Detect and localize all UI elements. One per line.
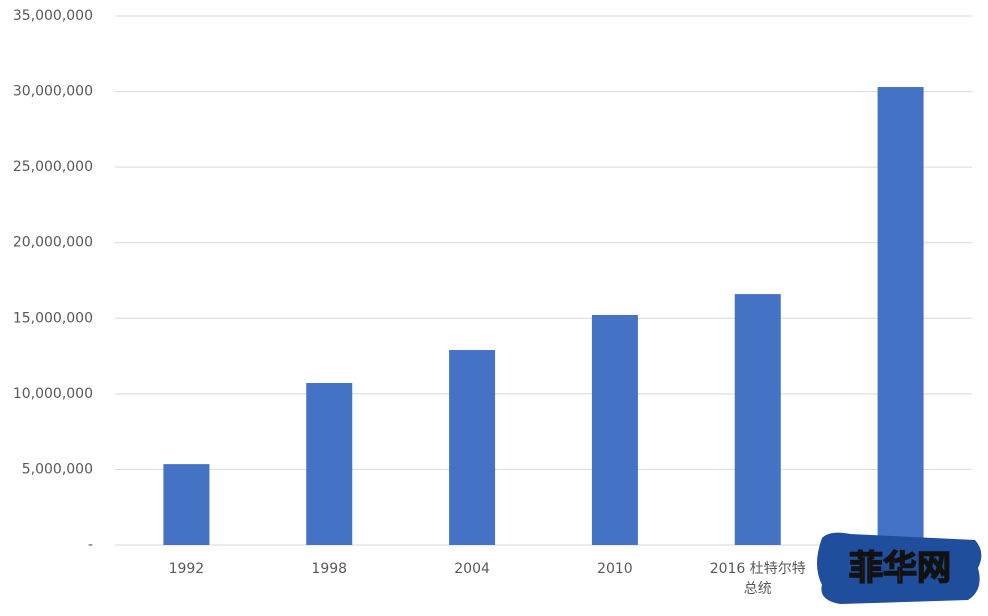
x-tick-label: 1992	[168, 561, 205, 577]
bar	[591, 314, 638, 545]
watermark-text: 菲华网	[849, 549, 951, 589]
bar	[877, 87, 924, 545]
x-tick-label: 2010	[597, 561, 633, 577]
x-tick-label: 2004	[454, 561, 490, 577]
y-tick-label: 30,000,000	[13, 84, 93, 100]
y-tick-label: 10,000,000	[13, 386, 93, 402]
y-tick-label: 20,000,000	[13, 235, 93, 251]
bar	[449, 350, 496, 545]
y-tick-label: 15,000,000	[13, 310, 93, 326]
y-tick-label: -	[88, 537, 93, 553]
y-tick-label: 5,000,000	[22, 461, 93, 477]
x-tick-label: 2016 杜特尔特总统	[709, 561, 806, 597]
watermark-badge	[817, 532, 982, 604]
bar	[734, 294, 781, 545]
bar	[306, 382, 353, 545]
y-tick-label: 35,000,000	[13, 8, 93, 24]
x-tick-label: 1998	[311, 561, 348, 577]
y-tick-label: 25,000,000	[13, 159, 93, 175]
bar	[163, 464, 210, 545]
